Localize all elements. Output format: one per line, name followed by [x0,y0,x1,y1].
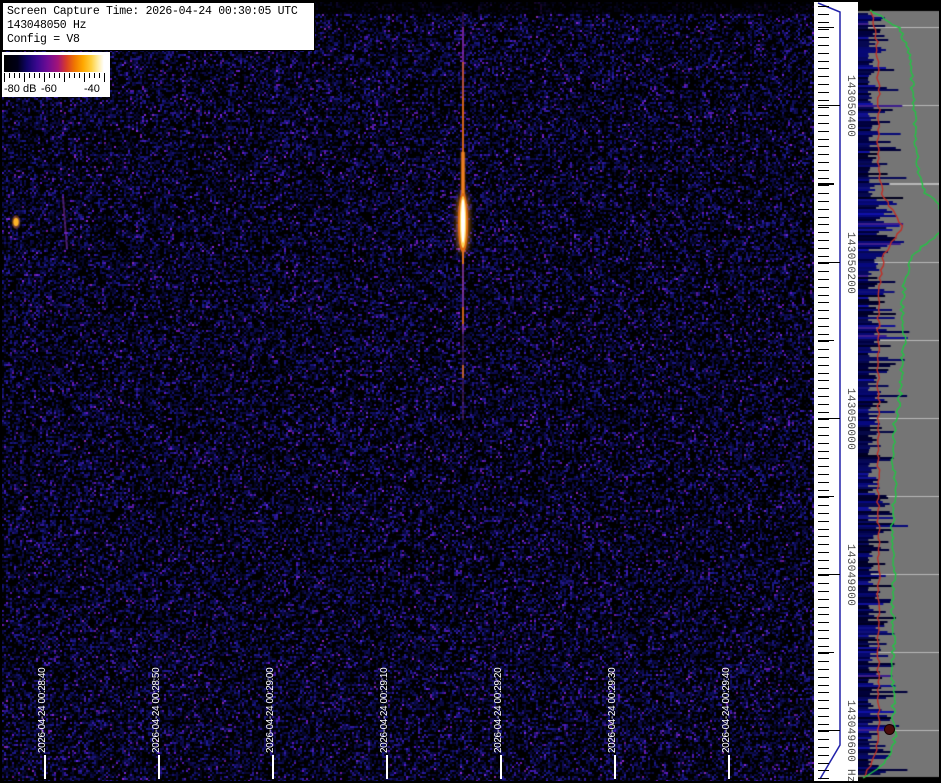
time-axis-label: 2026-04-24 00:29:20 [493,667,504,753]
frequency-axis-label: 143049600 Hz [844,700,856,783]
waterfall-display: Screen Capture Time: 2026-04-24 00:30:05… [2,2,814,781]
time-axis-label: 2026-04-24 00:29:10 [379,667,390,753]
frequency-range-bracket [817,2,841,780]
frequency-axis-ruler: 143050400 143050200 143050000 143049800 1430… [814,2,858,781]
center-frequency-text: 143048050 Hz [7,19,87,32]
meteor-echo-trace [457,10,471,422]
time-axis-label: 2026-04-24 00:28:50 [151,667,162,753]
frequency-marker-dot [884,724,895,735]
frequency-axis-label: 143050400 [844,75,856,138]
time-axis-label: 2026-04-24 00:29:00 [265,667,276,753]
waterfall-canvas [2,2,814,781]
config-text: Config = V8 [7,33,80,46]
time-axis-label: 2026-04-24 00:28:40 [37,667,48,753]
frequency-axis-label: 143049800 [844,544,856,607]
color-scale-legend: -80 dB -60 -40 [2,52,110,97]
color-scale-gradient [4,55,108,72]
capture-time-text: Screen Capture Time: 2026-04-24 00:30:05… [7,5,298,18]
time-axis-label: 2026-04-24 00:29:40 [721,667,732,753]
time-axis-tick [728,755,730,779]
frequency-axis-ticks [817,2,841,780]
frequency-axis-label: 143050000 [844,388,856,451]
time-axis-tick [614,755,616,779]
time-axis-tick [44,755,46,779]
color-scale-label: -80 dB [4,83,37,95]
time-axis-tick [158,755,160,779]
time-axis-tick [500,755,502,779]
spectrum-panel [858,2,939,781]
color-scale-ticks-major [4,73,108,82]
spectrum-canvas [858,2,939,781]
capture-info-box: Screen Capture Time: 2026-04-24 00:30:05… [2,2,315,51]
time-axis-tick [272,755,274,779]
time-axis-tick [386,755,388,779]
color-scale-label: -40 [84,83,100,95]
color-scale-label: -60 [41,83,57,95]
frequency-axis-label: 143050200 [844,232,856,295]
time-axis-label: 2026-04-24 00:29:30 [607,667,618,753]
